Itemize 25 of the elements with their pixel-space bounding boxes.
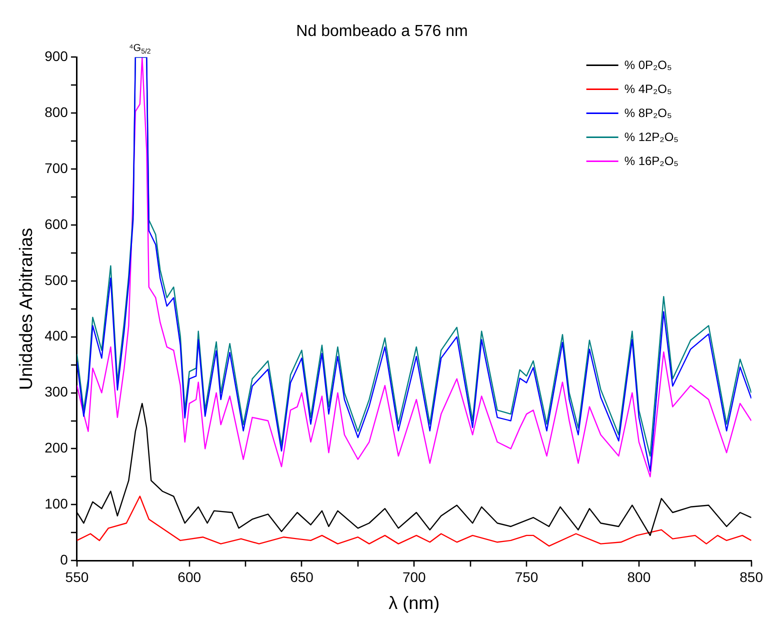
y-tick-label: 400 (44, 328, 68, 344)
y-tick-label: 600 (44, 216, 68, 232)
x-axis-title: λ (nm) (388, 593, 440, 614)
y-tick-label: 300 (44, 384, 68, 400)
x-tick-label: 650 (290, 568, 314, 585)
x-tick-label: 700 (402, 568, 426, 585)
x-tick-label: 550 (65, 568, 89, 585)
x-tick-label: 850 (740, 568, 764, 585)
legend-label: % 8P₂O₅ (624, 106, 672, 120)
y-tick-label: 800 (44, 104, 68, 120)
legend-label: % 16P₂O₅ (624, 154, 679, 168)
legend-label: % 0P₂O₅ (624, 58, 672, 72)
x-tick-label: 600 (178, 568, 202, 585)
x-tick-label: 800 (627, 568, 651, 585)
legend-label: % 4P₂O₅ (624, 82, 672, 96)
y-tick-label: 500 (44, 272, 68, 288)
x-tick-label: 750 (514, 568, 538, 585)
legend-label: % 12P₂O₅ (624, 130, 679, 144)
y-tick-label: 700 (44, 160, 68, 176)
y-tick-label: 100 (44, 496, 68, 512)
y-tick-label: 0 (60, 551, 68, 568)
y-axis-title: Unidades Arbitrarias (16, 228, 36, 390)
y-tick-label: 900 (44, 48, 68, 64)
y-tick-label: 200 (44, 440, 68, 456)
chart-title: Nd bombeado a 576 nm (296, 23, 468, 40)
